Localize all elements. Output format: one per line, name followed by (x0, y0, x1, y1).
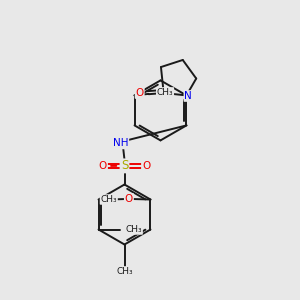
Text: CH₃: CH₃ (125, 225, 142, 234)
Text: S: S (121, 159, 128, 172)
Text: N: N (184, 91, 192, 101)
Text: O: O (136, 88, 144, 98)
Text: CH₃: CH₃ (100, 195, 117, 204)
Text: O: O (99, 161, 107, 171)
Text: CH₃: CH₃ (157, 88, 173, 97)
Text: O: O (142, 161, 150, 171)
Text: NH: NH (113, 138, 128, 148)
Text: O: O (125, 194, 133, 204)
Text: CH₃: CH₃ (116, 267, 133, 276)
